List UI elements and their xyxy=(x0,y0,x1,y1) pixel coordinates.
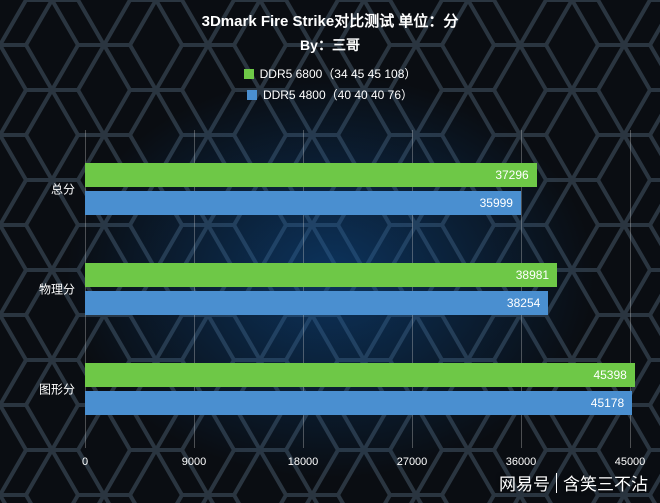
watermark: 网易号 含笑三不沾 xyxy=(499,470,648,495)
x-axis-tick-label: 27000 xyxy=(397,456,428,468)
x-axis-tick-label: 45000 xyxy=(615,456,646,468)
category-label: 物理分 xyxy=(25,281,75,298)
legend-label-1: DDR5 4800（40 40 40 76） xyxy=(263,86,413,103)
bar: 35999 xyxy=(85,191,521,215)
title-line1: 3Dmark Fire Strike对比测试 单位：分 xyxy=(0,10,660,31)
category-label: 总分 xyxy=(25,181,75,198)
legend-label-0: DDR5 6800（34 45 45 108） xyxy=(260,65,417,82)
legend-swatch-1 xyxy=(247,90,257,100)
bar: 45398 xyxy=(85,363,635,387)
x-axis-tick-label: 18000 xyxy=(288,456,319,468)
legend-swatch-0 xyxy=(244,69,254,79)
x-axis-tick-label: 9000 xyxy=(182,456,206,468)
x-axis-tick-label: 0 xyxy=(82,456,88,468)
category-label: 图形分 xyxy=(25,381,75,398)
legend: DDR5 6800（34 45 45 108） DDR5 4800（40 40 … xyxy=(0,65,660,103)
title-line2: By：三哥 xyxy=(0,35,660,55)
chart-plot-area: 0900018000270003600045000总分3729635999物理分… xyxy=(85,130,630,448)
chart-title: 3Dmark Fire Strike对比测试 单位：分 By：三哥 xyxy=(0,0,660,55)
x-axis-tick-label: 36000 xyxy=(506,456,537,468)
legend-item-1: DDR5 4800（40 40 40 76） xyxy=(247,86,413,103)
bar: 45178 xyxy=(85,391,632,415)
watermark-right: 含笑三不沾 xyxy=(563,470,648,495)
legend-item-0: DDR5 6800（34 45 45 108） xyxy=(244,65,417,82)
bar: 38254 xyxy=(85,291,548,315)
bar: 38981 xyxy=(85,263,557,287)
watermark-divider xyxy=(556,473,557,493)
watermark-left: 网易号 xyxy=(499,470,550,495)
bar: 37296 xyxy=(85,163,537,187)
